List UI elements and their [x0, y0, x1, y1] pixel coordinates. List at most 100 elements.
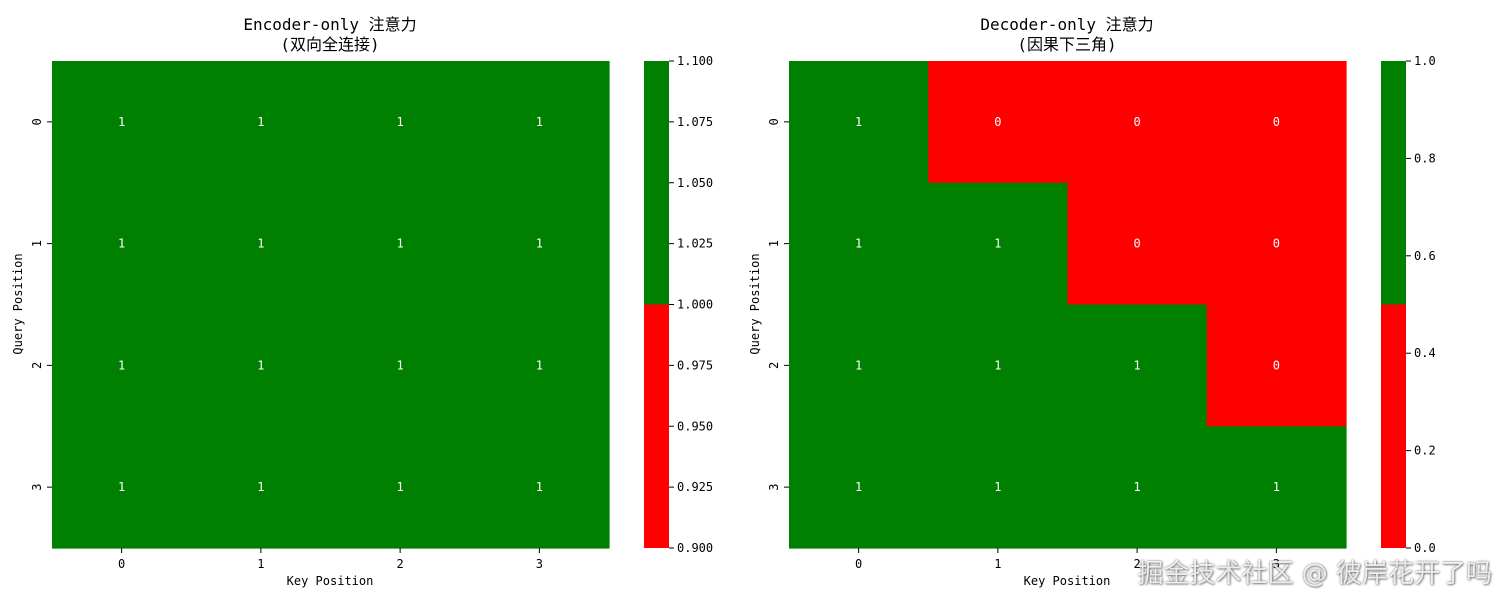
colorbar-tick-label: 0.950	[677, 419, 713, 433]
y-tick-label: 0	[767, 118, 781, 125]
y-tick-label: 3	[767, 484, 781, 491]
chart-title-line2: (双向全连接)	[280, 35, 379, 54]
colorbar-tick-label: 0.0	[1414, 541, 1436, 555]
cell-value-label: 1	[1273, 480, 1280, 494]
decoder-heatmap-panel: Decoder-only 注意力 (因果下三角) 1 0 0 01 1 0 01 1 1 01 1 1…	[748, 15, 1436, 588]
cell-value-label: 1	[397, 237, 404, 251]
heatmap-cell	[928, 304, 1069, 427]
colorbar-tick-label: 1.000	[677, 298, 713, 312]
heatmap-cell	[1206, 61, 1347, 184]
cell-value-label: 1	[257, 358, 264, 372]
cell-value-label: 0	[1273, 358, 1280, 372]
heatmap-cell	[469, 426, 610, 549]
cell-value-label: 1	[118, 480, 125, 494]
heatmap-cell	[191, 304, 332, 427]
colorbar-tick-label: 0.2	[1414, 444, 1436, 458]
cell-value-label: 0	[1273, 237, 1280, 251]
colorbar-high-segment	[644, 61, 669, 305]
cell-value-label: 1	[1134, 480, 1141, 494]
encoder-heatmap-panel: Encoder-only 注意力 (双向全连接) 1 1 1 1 1 1 1 1 1 1 1 1 1 1 1…	[11, 15, 713, 588]
heatmap-cell	[1067, 304, 1208, 427]
cell-value-label: 1	[257, 480, 264, 494]
colorbar-tick-label: 1.025	[677, 237, 713, 251]
heatmap-cells: 1 0 0 0 1 1 0 0 1 1 1 0 1 1 1 1	[789, 61, 1347, 549]
cell-value-label: 0	[1134, 237, 1141, 251]
colorbar-tick-label: 0.900	[677, 541, 713, 555]
heatmap-cell	[330, 61, 471, 184]
heatmap-cell	[52, 61, 192, 184]
colorbar-tick-label: 0.925	[677, 480, 713, 494]
x-axis-label: Key Position	[287, 574, 374, 588]
x-tick-label: 0	[855, 557, 862, 571]
heatmap-cell	[928, 61, 1069, 184]
heatmap-cell	[52, 182, 192, 306]
cell-value-label: 1	[257, 115, 264, 129]
colorbar: 0.900 0.925 0.950 0.975 1.000 1.025 1.050 1.075…	[644, 54, 713, 555]
colorbar-tick-label: 1.100	[677, 54, 713, 68]
cell-value-label: 1	[397, 115, 404, 129]
heatmap-cell	[469, 182, 610, 306]
cell-value-label: 1	[1134, 358, 1141, 372]
x-tick-labels: 0 1 2 3	[118, 548, 543, 571]
cell-value-label: 1	[397, 358, 404, 372]
heatmap-cell	[191, 426, 332, 549]
x-tick-labels: 0 1 2 3	[855, 548, 1280, 571]
y-tick-labels: 0 1 2 3	[767, 118, 789, 491]
colorbar-tick-label: 1.050	[677, 176, 713, 190]
heatmap-cell	[1067, 426, 1208, 549]
x-tick-label: 3	[536, 557, 543, 571]
cell-value-label: 1	[855, 480, 862, 494]
y-tick-label: 2	[30, 362, 44, 369]
heatmap-cell	[789, 304, 929, 427]
y-tick-label: 1	[30, 240, 44, 247]
cell-value-label: 1	[994, 237, 1001, 251]
heatmap-cell	[928, 426, 1069, 549]
colorbar-low-segment	[1381, 304, 1406, 548]
heatmap-cell	[1206, 426, 1347, 549]
cell-value-label: 1	[994, 480, 1001, 494]
y-tick-label: 3	[30, 484, 44, 491]
cell-value-label: 0	[1273, 115, 1280, 129]
heatmap-cell	[330, 304, 471, 427]
heatmap-cell	[191, 182, 332, 306]
colorbar-tick-label: 0.4	[1414, 346, 1436, 360]
x-tick-label: 1	[994, 557, 1001, 571]
cell-value-label: 1	[397, 480, 404, 494]
heatmap-cell	[789, 61, 929, 184]
chart-title-line1: Decoder-only 注意力	[980, 15, 1153, 34]
cell-value-label: 1	[855, 358, 862, 372]
heatmap-cell	[1067, 61, 1208, 184]
heatmap-cell	[469, 61, 610, 184]
heatmap-cell	[52, 426, 192, 549]
x-tick-label: 2	[397, 557, 404, 571]
heatmap-cell	[52, 304, 192, 427]
cell-value-label: 1	[536, 480, 543, 494]
cell-value-label: 1	[536, 237, 543, 251]
colorbar-low-segment	[644, 304, 669, 548]
heatmap-cell	[469, 304, 610, 427]
heatmap-cell	[1206, 182, 1347, 306]
x-axis-label: Key Position	[1024, 574, 1111, 588]
heatmap-cell	[789, 182, 929, 306]
watermark: 掘金技术社区 @ 彼岸花开了吗	[1137, 559, 1492, 589]
cell-value-label: 0	[1134, 115, 1141, 129]
x-tick-label: 3	[1273, 557, 1280, 571]
colorbar-tick-label: 1.0	[1414, 54, 1436, 68]
cell-value-label: 1	[118, 358, 125, 372]
cell-value-label: 1	[257, 237, 264, 251]
x-tick-label: 0	[118, 557, 125, 571]
cell-value-label: 1	[855, 115, 862, 129]
cell-value-label: 1	[118, 115, 125, 129]
colorbar-tick-label: 0.6	[1414, 249, 1436, 263]
heatmap-cell	[928, 182, 1069, 306]
colorbar-tick-label: 0.975	[677, 358, 713, 372]
y-tick-label: 2	[767, 362, 781, 369]
colorbar-tick-label: 0.8	[1414, 151, 1436, 165]
cell-value-label: 1	[536, 358, 543, 372]
cell-value-label: 1	[855, 237, 862, 251]
cell-value-label: 1	[536, 115, 543, 129]
heatmap-cell	[330, 426, 471, 549]
cell-value-label: 1	[994, 358, 1001, 372]
chart-title-line1: Encoder-only 注意力	[243, 15, 416, 34]
